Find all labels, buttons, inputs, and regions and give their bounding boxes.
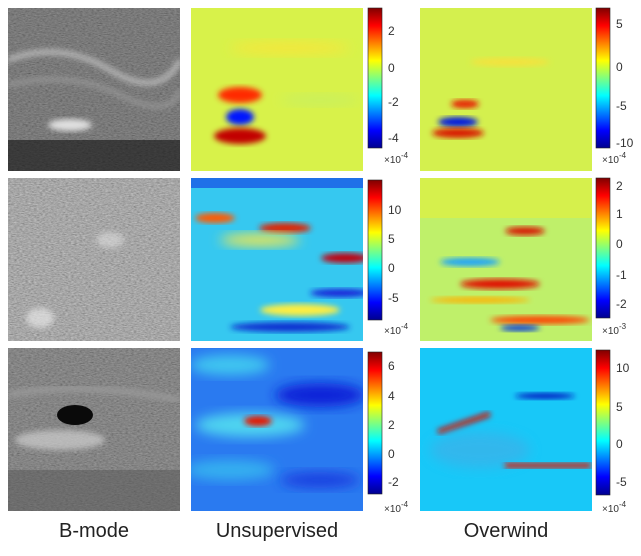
colorbar-tick: -10 — [616, 136, 634, 150]
colorbar-overwind-row2 — [595, 177, 611, 319]
bmode-image-row1 — [8, 8, 180, 171]
colorbar-tick: 10 — [616, 361, 630, 375]
colorbar-tick: 0 — [616, 437, 623, 451]
colorbar-tick: 2 — [388, 418, 395, 432]
colorbar-tick: 0 — [388, 447, 395, 461]
unsupervised-strain-map-row3 — [191, 348, 363, 511]
colorbar-tick: -4 — [388, 131, 399, 145]
colorbar-unsupervised-row3 — [367, 351, 383, 495]
colorbar-tick: 5 — [616, 17, 623, 31]
colorbar-tick: 10 — [388, 203, 402, 217]
colorbar-tick: -5 — [388, 291, 399, 305]
overwind-strain-map-row3 — [420, 348, 592, 511]
colorbar-tick: 0 — [388, 61, 395, 75]
colorbar-multiplier: ×10-4 — [602, 151, 627, 166]
colorbar-tick: -2 — [388, 95, 399, 109]
overwind-strain-map-row2 — [420, 178, 592, 341]
colorbar-multiplier: ×10-3 — [602, 322, 627, 337]
colorbar-tick: 2 — [388, 24, 395, 38]
colorbar-overwind-row1 — [595, 7, 611, 149]
colorbar-multiplier: ×10-4 — [384, 322, 409, 337]
bmode-image-row3 — [8, 348, 180, 511]
colorbar-tick: -5 — [616, 99, 627, 113]
colorbar-tick: 5 — [616, 400, 623, 414]
colorbar-overwind-row3 — [595, 349, 611, 496]
colorbar-tick: 5 — [388, 232, 395, 246]
colorbar-tick: -1 — [616, 268, 627, 282]
colorbar-tick: 2 — [616, 179, 623, 193]
column-label-overwind: Overwind — [463, 520, 549, 542]
column-label-bmode: B-mode — [58, 520, 130, 542]
colorbar-tick: 0 — [388, 261, 395, 275]
overwind-strain-map-row1 — [420, 8, 592, 171]
colorbar-multiplier: ×10-4 — [602, 500, 627, 515]
colorbar-tick: -2 — [616, 297, 627, 311]
colorbar-unsupervised-row2 — [367, 179, 383, 321]
colorbar-tick: 4 — [388, 389, 395, 403]
unsupervised-strain-map-row1 — [191, 8, 363, 171]
colorbar-tick: 6 — [388, 359, 395, 373]
colorbar-multiplier: ×10-4 — [384, 500, 409, 515]
bmode-image-row2 — [8, 178, 180, 341]
unsupervised-strain-map-row2 — [191, 178, 363, 341]
colorbar-tick: -2 — [388, 475, 399, 489]
column-label-unsupervised: Unsupervised — [215, 520, 339, 542]
colorbar-multiplier: ×10-4 — [384, 151, 409, 166]
colorbar-tick: 0 — [616, 237, 623, 251]
colorbar-tick: 1 — [616, 207, 623, 221]
colorbar-tick: -5 — [616, 475, 627, 489]
colorbar-tick: 0 — [616, 60, 623, 74]
colorbar-unsupervised-row1 — [367, 7, 383, 149]
